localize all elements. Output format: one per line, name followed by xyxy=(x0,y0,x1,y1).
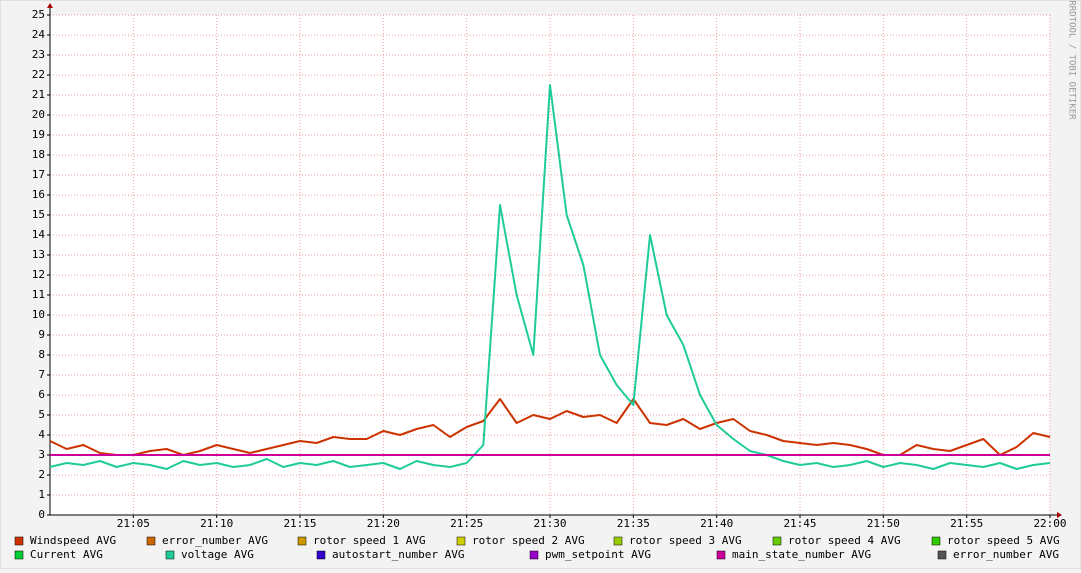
y-tick-label: 9 xyxy=(38,328,45,341)
y-tick-label: 13 xyxy=(32,248,45,261)
legend-swatch xyxy=(931,536,941,546)
y-tick-label: 20 xyxy=(32,108,45,121)
axis-arrow xyxy=(47,3,53,8)
series-line xyxy=(49,84,1051,470)
legend-label: error_number AVG xyxy=(953,548,1059,561)
x-tick-label: 21:50 xyxy=(867,517,900,530)
y-tick-label: 24 xyxy=(32,28,46,41)
legend-label: main_state_number AVG xyxy=(732,548,871,561)
x-tick-label: 21:20 xyxy=(367,517,400,530)
y-tick-label: 4 xyxy=(38,428,45,441)
y-tick-label: 0 xyxy=(38,508,45,521)
y-tick-label: 18 xyxy=(32,148,45,161)
y-tick-label: 8 xyxy=(38,348,45,361)
legend-label: Windspeed AVG xyxy=(30,534,116,547)
legend-label: rotor speed 5 AVG xyxy=(947,534,1060,547)
legend-swatch xyxy=(165,550,175,560)
legend-swatch xyxy=(316,550,326,560)
y-tick-label: 3 xyxy=(38,448,45,461)
y-tick-label: 2 xyxy=(38,468,45,481)
y-tick-label: 25 xyxy=(32,8,45,21)
y-tick-label: 12 xyxy=(32,268,45,281)
legend-label: autostart_number AVG xyxy=(332,548,464,561)
y-tick-label: 23 xyxy=(32,48,45,61)
legend-label: error_number AVG xyxy=(162,534,268,547)
legend-swatch xyxy=(14,550,24,560)
y-tick-label: 14 xyxy=(32,228,46,241)
legend-label: Current AVG xyxy=(30,548,103,561)
y-tick-label: 19 xyxy=(32,128,45,141)
legend-swatch xyxy=(529,550,539,560)
legend-swatch xyxy=(937,550,947,560)
legend-label: pwm_setpoint AVG xyxy=(545,548,651,561)
x-tick-label: 21:45 xyxy=(783,517,816,530)
y-tick-label: 10 xyxy=(32,308,45,321)
legend-swatch xyxy=(297,536,307,546)
x-tick-label: 21:10 xyxy=(200,517,233,530)
x-tick-label: 21:25 xyxy=(450,517,483,530)
x-tick-label: 22:00 xyxy=(1033,517,1066,530)
legend-label: rotor speed 1 AVG xyxy=(313,534,426,547)
x-tick-label: 21:30 xyxy=(533,517,566,530)
y-tick-label: 5 xyxy=(38,408,45,421)
axis-arrow xyxy=(1057,512,1062,518)
x-tick-label: 21:15 xyxy=(283,517,316,530)
legend-swatch xyxy=(772,536,782,546)
y-tick-label: 22 xyxy=(32,68,45,81)
legend-swatch xyxy=(456,536,466,546)
legend-swatch xyxy=(716,550,726,560)
y-tick-label: 11 xyxy=(32,288,45,301)
y-tick-label: 15 xyxy=(32,208,45,221)
watermark: RRDTOOL / TOBI OETIKER xyxy=(1067,0,1077,120)
x-tick-label: 21:05 xyxy=(117,517,150,530)
legend-label: rotor speed 3 AVG xyxy=(629,534,742,547)
y-tick-label: 6 xyxy=(38,388,45,401)
legend-label: rotor speed 4 AVG xyxy=(788,534,901,547)
legend-label: voltage AVG xyxy=(181,548,254,561)
x-tick-label: 21:35 xyxy=(617,517,650,530)
y-tick-label: 1 xyxy=(38,488,45,501)
legend-swatch xyxy=(146,536,156,546)
x-tick-label: 21:40 xyxy=(700,517,733,530)
y-tick-label: 17 xyxy=(32,168,45,181)
legend-label: rotor speed 2 AVG xyxy=(472,534,585,547)
y-tick-label: 7 xyxy=(38,368,45,381)
y-tick-label: 21 xyxy=(32,88,45,101)
y-tick-label: 16 xyxy=(32,188,45,201)
x-tick-label: 21:55 xyxy=(950,517,983,530)
legend-swatch xyxy=(14,536,24,546)
legend-swatch xyxy=(613,536,623,546)
